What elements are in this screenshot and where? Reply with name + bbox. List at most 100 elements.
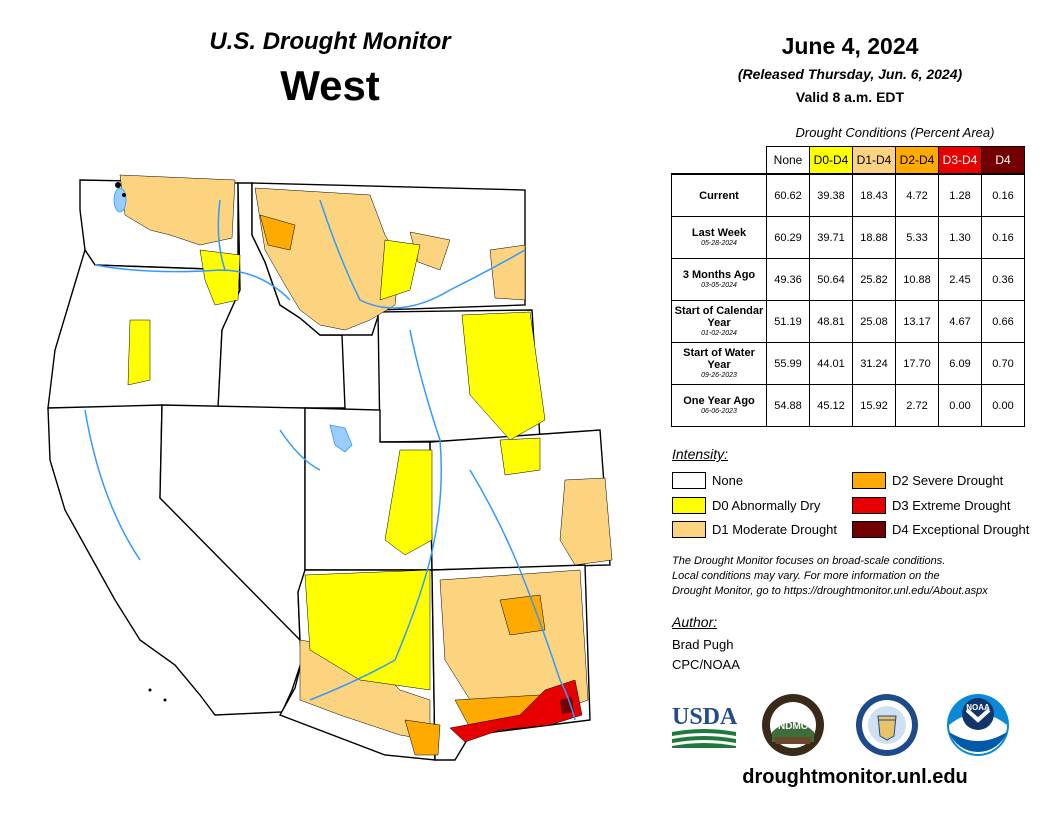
- svg-text:NOAA: NOAA: [966, 703, 990, 712]
- cell-value: 10.88: [895, 258, 939, 301]
- cell-value: 13.17: [895, 300, 939, 343]
- cell-value: 0.16: [981, 216, 1025, 259]
- cell-value: 0.00: [938, 384, 982, 427]
- drought-conditions-table: None D0-D4 D1-D4 D2-D4 D3-D4 D4 Current …: [671, 146, 1025, 427]
- header-d3-d4: D3-D4: [938, 146, 982, 175]
- valid-time: Valid 8 a.m. EDT: [795, 89, 905, 105]
- cell-value: 0.66: [981, 300, 1025, 343]
- header-none: None: [766, 146, 810, 175]
- legend-swatch: [852, 521, 886, 538]
- table-row: One Year Ago 06-06-2023 54.88 45.12 15.92…: [671, 384, 1025, 427]
- region-title: West: [280, 62, 380, 109]
- cell-value: 18.43: [852, 173, 896, 217]
- cell-value: 4.67: [938, 300, 982, 343]
- cell-value: 6.09: [938, 342, 982, 385]
- row-date: 06-06-2023: [701, 408, 737, 415]
- table-row: Start of Water Year 09-26-2023 55.99 44.0…: [671, 342, 1025, 385]
- legend-swatch: [672, 472, 706, 489]
- cell-value: 0.70: [981, 342, 1025, 385]
- cell-value: 50.64: [809, 258, 853, 301]
- legend-title: Intensity:: [672, 446, 729, 462]
- noaa-logo: NOAA: [947, 694, 1009, 756]
- row-date: 09-26-2023: [701, 372, 737, 379]
- legend-swatch: [852, 497, 886, 514]
- cell-value: 18.88: [852, 216, 896, 259]
- table-row: Start of Calendar Year 01-02-2024 51.19 4…: [671, 300, 1025, 343]
- cell-value: 51.19: [766, 300, 810, 343]
- legend-label: D3 Extreme Drought: [892, 498, 1011, 513]
- legend-label: D2 Severe Drought: [892, 473, 1004, 488]
- cell-value: 4.72: [895, 173, 939, 217]
- header-d4: D4: [981, 146, 1025, 175]
- legend-item-d1: D1 Moderate Drought: [672, 521, 837, 538]
- d0-areas: [127, 239, 546, 691]
- legend-item-none: None: [672, 472, 743, 489]
- header-d0-d4: D0-D4: [809, 146, 853, 175]
- header-d2-d4: D2-D4: [895, 146, 939, 175]
- map-date: June 4, 2024: [781, 33, 919, 59]
- legend-label: D0 Abnormally Dry: [712, 498, 821, 513]
- author-org: CPC/NOAA: [672, 657, 740, 672]
- cell-value: 15.92: [852, 384, 896, 427]
- table-row: Last Week 05-28-2024 60.29 39.71 18.88 5.…: [671, 216, 1025, 259]
- website-url[interactable]: droughtmonitor.unl.edu: [742, 766, 968, 788]
- svg-text:NDMC: NDMC: [778, 721, 808, 732]
- cell-value: 60.29: [766, 216, 810, 259]
- header-d1-d4: D1-D4: [852, 146, 896, 175]
- cell-value: 31.24: [852, 342, 896, 385]
- cell-value: 54.88: [766, 384, 810, 427]
- legend-label: None: [712, 473, 744, 488]
- drought-map: [47, 174, 613, 761]
- header-blank: [672, 147, 767, 175]
- row-date: 01-02-2024: [701, 330, 737, 337]
- svg-text:USDA: USDA: [672, 704, 738, 730]
- cell-value: 39.38: [809, 173, 853, 217]
- table-row: Current 60.62 39.38 18.43 4.72 1.28 0.16: [671, 173, 1025, 217]
- legend-item-d3: D3 Extreme Drought: [852, 497, 1011, 514]
- legend-item-d0: D0 Abnormally Dry: [672, 497, 820, 514]
- cell-value: 60.62: [766, 173, 810, 217]
- legend-swatch: [852, 472, 886, 489]
- legend-swatch: [672, 521, 706, 538]
- rivers: [84, 199, 576, 721]
- cell-value: 2.72: [895, 384, 939, 427]
- legend-item-d2: D2 Severe Drought: [852, 472, 1003, 489]
- row-date: 05-28-2024: [701, 240, 737, 247]
- legend-swatch: [672, 497, 706, 514]
- row-label: One Year Ago 06-06-2023: [671, 384, 767, 427]
- usda-logo: USDA: [672, 704, 738, 748]
- cell-value: 0.00: [981, 384, 1025, 427]
- cell-value: 44.01: [809, 342, 853, 385]
- cell-value: 45.12: [809, 384, 853, 427]
- cell-value: 49.36: [766, 258, 810, 301]
- cell-value: 2.45: [938, 258, 982, 301]
- d3-areas: [449, 679, 583, 743]
- row-label: Start of Water Year 09-26-2023: [671, 342, 767, 385]
- release-date: (Released Thursday, Jun. 6, 2024): [737, 66, 963, 82]
- cell-value: 0.36: [981, 258, 1025, 301]
- islands: [115, 182, 167, 702]
- author-name: Brad Pugh: [672, 637, 734, 652]
- cell-value: 39.71: [809, 216, 853, 259]
- cell-value: 0.16: [981, 173, 1025, 217]
- legend-label: D1 Moderate Drought: [712, 522, 838, 537]
- disclaimer-note: The Drought Monitor focuses on broad-sca…: [672, 555, 988, 597]
- cell-value: 5.33: [895, 216, 939, 259]
- legend-label: D4 Exceptional Drought: [892, 522, 1030, 537]
- d1-areas: [119, 174, 613, 741]
- map-title: U.S. Drought Monitor: [209, 28, 451, 55]
- table-row: 3 Months Ago 03-05-2024 49.36 50.64 25.82…: [671, 258, 1025, 301]
- cell-value: 55.99: [766, 342, 810, 385]
- d2-areas: [259, 214, 546, 756]
- row-date: 03-05-2024: [701, 282, 737, 289]
- table-header-row: None D0-D4 D1-D4 D2-D4 D3-D4 D4: [672, 146, 1025, 175]
- table-caption: Drought Conditions (Percent Area): [795, 125, 995, 140]
- row-label: Last Week 05-28-2024: [671, 216, 767, 259]
- lakes: [113, 187, 353, 453]
- row-label: Current: [671, 173, 767, 217]
- doc-seal-logo: [856, 694, 918, 756]
- cell-value: 1.30: [938, 216, 982, 259]
- ndmc-logo: NDMC: [762, 694, 824, 756]
- cell-value: 1.28: [938, 173, 982, 217]
- row-label: 3 Months Ago 03-05-2024: [671, 258, 767, 301]
